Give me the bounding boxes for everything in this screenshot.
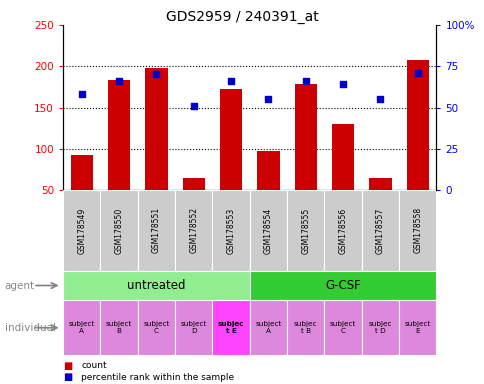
Bar [175,190,212,271]
Text: subjec
t E: subjec t E [217,321,244,334]
Bar [100,300,137,355]
Text: GSM178558: GSM178558 [412,207,422,253]
Point [189,103,197,109]
Text: count: count [81,361,107,370]
Bar [70,155,93,190]
Point [413,70,421,76]
Text: GSM178556: GSM178556 [338,207,347,253]
Text: GSM178554: GSM178554 [263,207,272,253]
Text: percentile rank within the sample: percentile rank within the sample [81,372,234,382]
Text: GSM178553: GSM178553 [226,207,235,253]
Point [227,78,234,84]
Bar [63,190,100,271]
Bar [368,178,391,190]
Bar [324,190,361,271]
Bar [175,300,212,355]
Text: subjec
t D: subjec t D [368,321,392,334]
Text: subject
C: subject C [143,321,169,334]
Bar [331,124,354,190]
Bar [249,300,287,355]
Bar [249,190,287,271]
Bar [287,190,324,271]
Text: GDS2959 / 240391_at: GDS2959 / 240391_at [166,10,318,23]
Text: GSM178549: GSM178549 [77,207,86,253]
Bar [287,300,324,355]
Bar [398,190,436,271]
Text: subject
A: subject A [68,321,95,334]
Bar [212,190,249,271]
Point [77,91,85,98]
Point [301,78,309,84]
Text: subject
B: subject B [106,321,132,334]
Bar [107,80,130,190]
Text: GSM178557: GSM178557 [375,207,384,253]
Text: ■: ■ [63,361,72,371]
Bar [137,190,175,271]
Bar [324,300,361,355]
Bar [63,271,249,300]
Bar [137,300,175,355]
Bar [63,300,100,355]
Bar [219,89,242,190]
Bar [361,190,398,271]
Text: GSM178552: GSM178552 [189,207,198,253]
Point [115,78,122,84]
Bar [100,190,137,271]
Bar [257,151,279,190]
Text: GSM178550: GSM178550 [114,207,123,253]
Bar [145,68,167,190]
Point [264,96,272,103]
Bar [406,60,428,190]
Text: GSM178551: GSM178551 [151,207,161,253]
Text: subject
E: subject E [404,321,430,334]
Text: ■: ■ [63,372,72,382]
Text: subject
D: subject D [180,321,207,334]
Bar [212,300,249,355]
Text: individual: individual [5,323,56,333]
Text: GSM178555: GSM178555 [301,207,310,253]
Bar [182,178,205,190]
Text: agent: agent [5,280,35,291]
Text: subjec
t B: subjec t B [293,321,317,334]
Text: subject
A: subject A [255,321,281,334]
Bar [361,300,398,355]
Text: subject
C: subject C [329,321,356,334]
Point [152,71,160,78]
Text: untreated: untreated [127,279,185,292]
Point [338,81,346,88]
Text: G-CSF: G-CSF [325,279,360,292]
Bar [294,84,317,190]
Bar [398,300,436,355]
Point [376,96,383,103]
Bar [249,271,436,300]
